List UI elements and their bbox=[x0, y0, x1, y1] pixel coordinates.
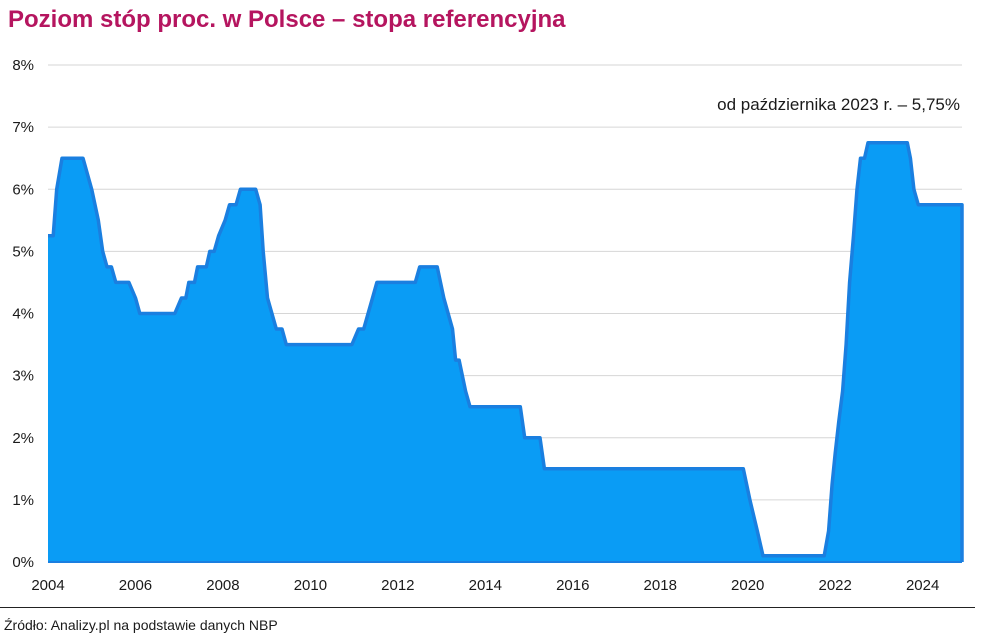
x-tick-label: 2016 bbox=[556, 577, 589, 594]
y-tick-label: 0% bbox=[12, 554, 34, 571]
y-tick-label: 1% bbox=[12, 492, 34, 509]
footer-divider bbox=[0, 607, 975, 608]
y-tick-label: 8% bbox=[12, 57, 34, 74]
x-tick-label: 2020 bbox=[731, 577, 764, 594]
x-tick-label: 2004 bbox=[31, 577, 64, 594]
series-line bbox=[48, 140, 964, 562]
y-tick-label: 4% bbox=[12, 306, 34, 323]
y-tick-label: 5% bbox=[12, 243, 34, 260]
area-fill bbox=[48, 142, 962, 562]
x-tick-label: 2012 bbox=[381, 577, 414, 594]
x-tick-label: 2024 bbox=[906, 577, 939, 594]
y-tick-label: 7% bbox=[12, 119, 34, 136]
y-tick-label: 6% bbox=[12, 181, 34, 198]
chart-title: Poziom stóp proc. w Polsce – stopa refer… bbox=[8, 6, 566, 33]
x-tick-label: 2014 bbox=[469, 577, 502, 594]
x-tick-label: 2006 bbox=[119, 577, 152, 594]
x-tick-label: 2008 bbox=[206, 577, 239, 594]
x-tick-label: 2010 bbox=[294, 577, 327, 594]
x-tick-label: 2018 bbox=[644, 577, 677, 594]
x-tick-label: 2022 bbox=[818, 577, 851, 594]
y-tick-label: 2% bbox=[12, 430, 34, 447]
y-tick-label: 3% bbox=[12, 368, 34, 385]
annotation-text: od października 2023 r. – 5,75% bbox=[717, 95, 960, 114]
source-note: Źródło: Analizy.pl na podstawie danych N… bbox=[4, 617, 278, 633]
